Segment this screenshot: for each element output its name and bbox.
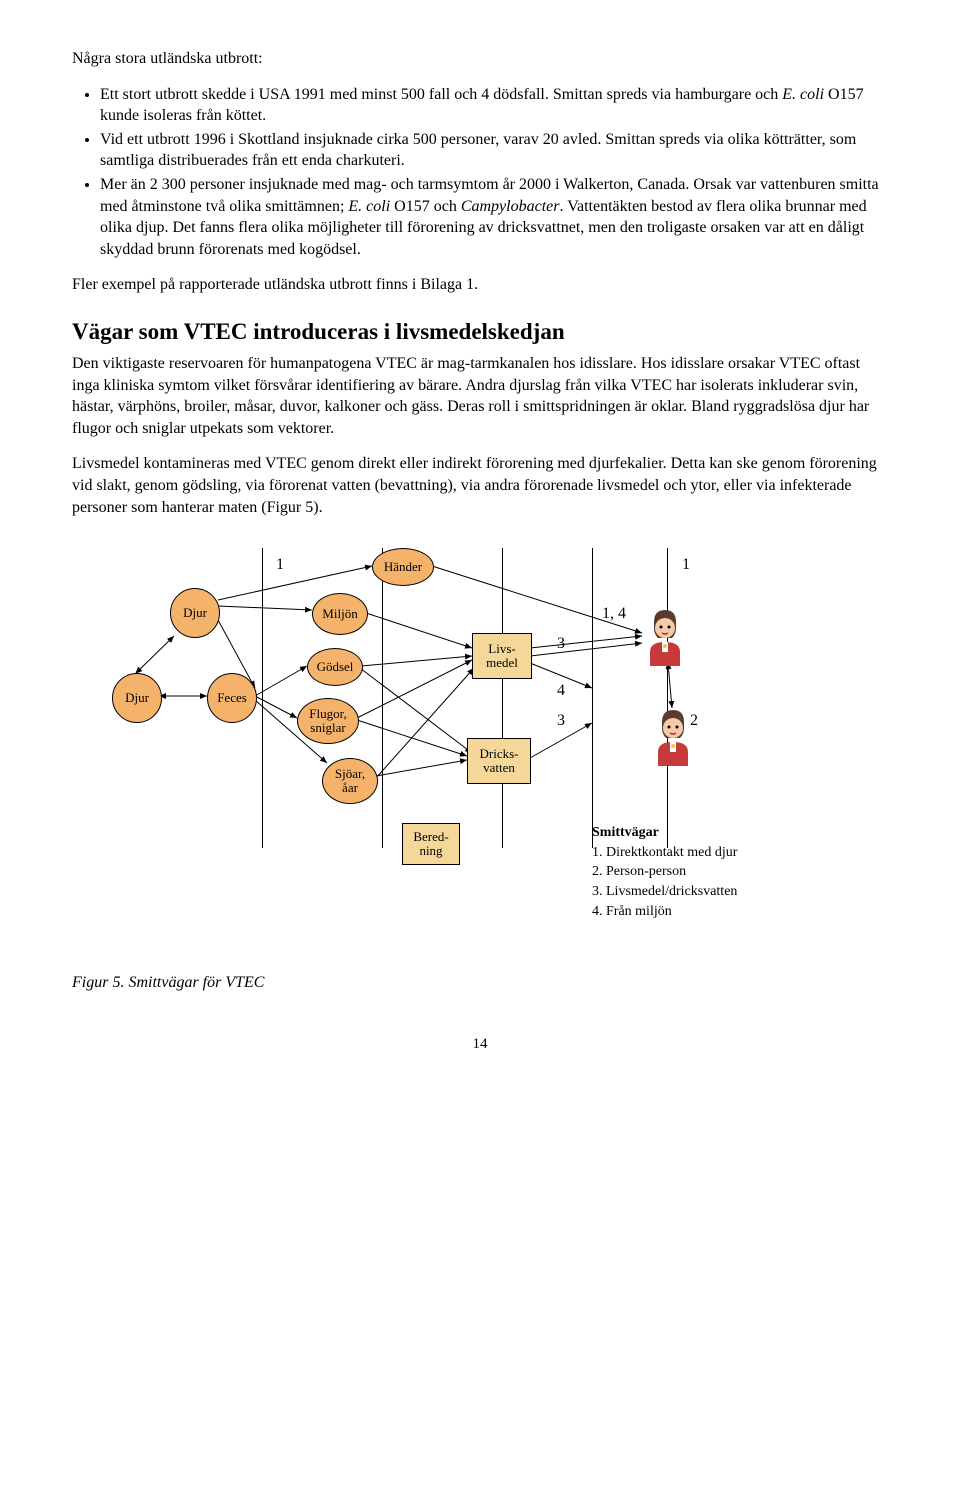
after-bullets: Fler exempel på rapporterade utländska u… <box>72 274 888 296</box>
page-number: 14 <box>72 1034 888 1054</box>
section-heading: Vägar som VTEC introduceras i livsmedels… <box>72 316 888 347</box>
diagram-label: 1 <box>276 554 284 576</box>
figure-caption: Figur 5. Smittvägar för VTEC <box>72 972 888 994</box>
diagram-node-godsel: Gödsel <box>307 648 363 686</box>
diagram-box-dricksvatten: Dricks-vatten <box>467 738 531 784</box>
separator-line <box>262 548 263 848</box>
separator-line <box>382 548 383 848</box>
person-icon <box>652 708 694 766</box>
diagram-label: 3 <box>557 633 565 655</box>
diagram-node-feces: Feces <box>207 673 257 723</box>
diagram-legend: Smittvägar1. Direktkontakt med djur2. Pe… <box>592 823 737 921</box>
diagram-label: 4 <box>557 680 565 702</box>
bullet-list: Ett stort utbrott skedde i USA 1991 med … <box>72 84 888 261</box>
list-item: Ett stort utbrott skedde i USA 1991 med … <box>100 84 888 127</box>
separator-line <box>502 548 503 848</box>
separator-line <box>667 548 668 848</box>
diagram-box-livsmedel: Livs-medel <box>472 633 532 679</box>
list-item: Vid ett utbrott 1996 i Skottland insjukn… <box>100 129 888 172</box>
list-item: Mer än 2 300 personer insjuknade med mag… <box>100 174 888 260</box>
intro-line: Några stora utländska utbrott: <box>72 48 888 70</box>
diagram-node-djur2: Djur <box>112 673 162 723</box>
para-2: Livsmedel kontamineras med VTEC genom di… <box>72 453 888 518</box>
person-icon <box>644 608 686 666</box>
diagram-node-hander: Händer <box>372 548 434 586</box>
transmission-diagram: DjurDjur Feces HänderMiljön Gödsel Flugor,sn… <box>112 548 872 928</box>
diagram-box-beredning: Bered-ning <box>402 823 460 865</box>
diagram-node-flugor: Flugor,sniglar <box>297 698 359 744</box>
separator-line <box>592 548 593 848</box>
diagram-label: 1, 4 <box>602 603 626 625</box>
diagram-label: 1 <box>682 554 690 576</box>
para-1: Den viktigaste reservoaren för humanpato… <box>72 353 888 439</box>
diagram-label: 3 <box>557 710 565 732</box>
diagram-node-djur1: Djur <box>170 588 220 638</box>
diagram-node-miljon: Miljön <box>312 593 368 635</box>
diagram-node-sjoar: Sjöar,åar <box>322 758 378 804</box>
